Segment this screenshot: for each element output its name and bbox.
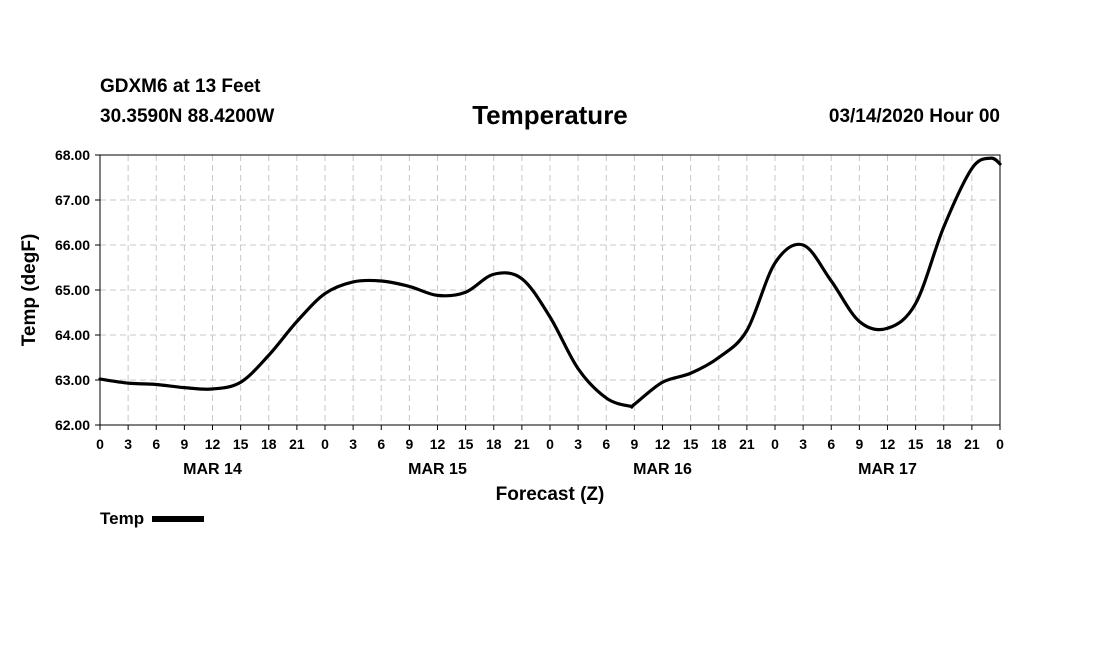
data-point bbox=[689, 372, 692, 375]
x-tick-label: 6 bbox=[602, 436, 610, 452]
data-point bbox=[801, 243, 805, 247]
data-point bbox=[858, 320, 861, 323]
x-day-label: MAR 14 bbox=[183, 461, 242, 478]
data-point bbox=[211, 387, 214, 391]
data-point bbox=[773, 261, 777, 265]
x-tick-label: 0 bbox=[996, 436, 1004, 452]
y-axis-label: Temp (degF) bbox=[19, 234, 40, 347]
grid-lines bbox=[99, 154, 1001, 426]
y-tick-label: 64.00 bbox=[55, 327, 90, 343]
x-day-label: MAR 16 bbox=[633, 461, 692, 478]
y-tick-label: 66.00 bbox=[55, 237, 90, 253]
x-tick-label: 15 bbox=[683, 436, 699, 452]
x-tick-label: 12 bbox=[205, 436, 221, 452]
x-tick-label: 18 bbox=[261, 436, 277, 452]
data-point bbox=[661, 381, 664, 384]
x-tick-label: 21 bbox=[514, 436, 530, 452]
data-point bbox=[605, 396, 608, 400]
data-point bbox=[970, 167, 974, 170]
data-point bbox=[628, 404, 631, 408]
x-tick-label: 18 bbox=[936, 436, 952, 452]
data-point bbox=[633, 403, 636, 406]
data-point bbox=[436, 294, 439, 297]
data-point bbox=[380, 279, 383, 283]
data-point bbox=[989, 156, 992, 160]
x-tick-label: 6 bbox=[152, 436, 160, 452]
data-point bbox=[295, 320, 299, 323]
x-tick-label: 3 bbox=[124, 436, 132, 452]
data-point bbox=[126, 381, 130, 385]
x-tick-label: 0 bbox=[546, 436, 554, 452]
legend: Temp bbox=[100, 509, 205, 529]
x-tick-label: 15 bbox=[458, 436, 474, 452]
legend-label: Temp bbox=[100, 509, 145, 528]
data-point bbox=[408, 285, 411, 288]
x-tick-label: 0 bbox=[771, 436, 779, 452]
data-point bbox=[745, 329, 749, 332]
data-point bbox=[351, 280, 355, 284]
x-tick-label: 3 bbox=[349, 436, 357, 452]
data-point bbox=[155, 383, 158, 386]
data-point bbox=[464, 291, 467, 294]
x-tick-label: 9 bbox=[630, 436, 638, 452]
station-name: GDXM6 at 13 Feet bbox=[100, 76, 261, 97]
data-point bbox=[548, 315, 552, 319]
series-line-temp bbox=[98, 156, 1002, 409]
y-tick-label: 63.00 bbox=[55, 372, 90, 388]
x-tick-label: 21 bbox=[964, 436, 980, 452]
x-tick-label: 3 bbox=[574, 436, 582, 452]
x-tick-label: 18 bbox=[486, 436, 502, 452]
x-tick-label: 12 bbox=[880, 436, 896, 452]
data-point bbox=[267, 354, 270, 357]
forecast-run-time: 03/14/2020 Hour 00 bbox=[828, 106, 1000, 127]
data-point bbox=[98, 377, 102, 381]
x-axis-label: Forecast (Z) bbox=[496, 484, 605, 505]
data-point bbox=[830, 279, 833, 283]
x-tick-label: 0 bbox=[321, 436, 329, 452]
data-point bbox=[520, 277, 524, 280]
chart-title: Temperature bbox=[472, 100, 628, 130]
x-tick-label: 3 bbox=[799, 436, 807, 452]
x-axis: 0 3 6 9 12 15 18 21 0 3 6 9 12 15 18 21 0 3 6 9 12 15 18 21 0 3 6 9… bbox=[96, 425, 1004, 478]
data-point bbox=[717, 356, 720, 359]
y-axis: 62.00 63.00 64.00 65.00 66.00 67.00 68.00 bbox=[55, 147, 100, 433]
x-tick-label: 12 bbox=[430, 436, 446, 452]
legend-line-swatch bbox=[152, 516, 205, 522]
data-point bbox=[576, 367, 580, 370]
y-tick-label: 65.00 bbox=[55, 282, 90, 298]
x-tick-label: 15 bbox=[233, 436, 249, 452]
data-point bbox=[183, 386, 186, 389]
x-tick-label: 15 bbox=[908, 436, 924, 452]
x-tick-label: 9 bbox=[855, 436, 863, 452]
x-tick-label: 21 bbox=[289, 436, 305, 452]
x-tick-label: 6 bbox=[377, 436, 385, 452]
y-tick-label: 62.00 bbox=[55, 417, 90, 433]
data-point bbox=[998, 162, 1002, 166]
data-point bbox=[942, 225, 945, 229]
y-tick-label: 67.00 bbox=[55, 192, 90, 208]
x-day-label: MAR 15 bbox=[408, 461, 467, 478]
x-tick-label: 6 bbox=[827, 436, 835, 452]
data-point bbox=[323, 292, 327, 295]
x-tick-label: 21 bbox=[739, 436, 755, 452]
data-point bbox=[492, 273, 495, 276]
x-tick-label: 0 bbox=[96, 436, 104, 452]
x-tick-label: 9 bbox=[180, 436, 188, 452]
data-point bbox=[914, 302, 917, 305]
x-tick-label: 9 bbox=[405, 436, 413, 452]
x-day-label: MAR 17 bbox=[858, 461, 917, 478]
station-coordinates: 30.3590N 88.4200W bbox=[100, 106, 275, 127]
y-tick-label: 68.00 bbox=[55, 147, 90, 163]
data-point bbox=[886, 327, 889, 330]
data-point bbox=[239, 381, 242, 384]
series-layer bbox=[98, 156, 1002, 409]
x-tick-label: 18 bbox=[711, 436, 727, 452]
x-tick-label: 12 bbox=[655, 436, 671, 452]
